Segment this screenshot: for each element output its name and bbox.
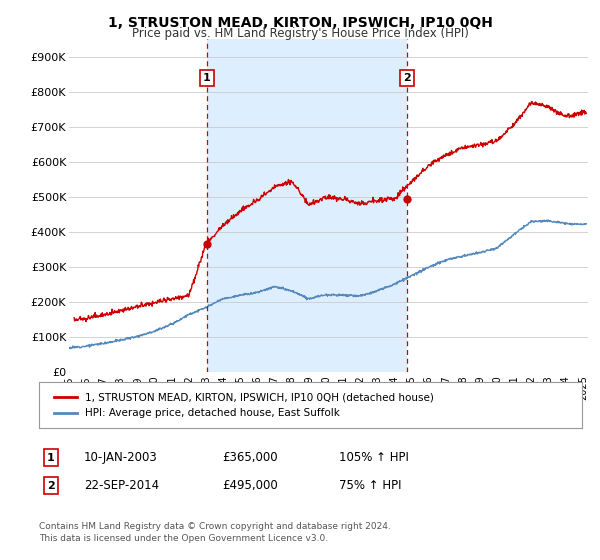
Bar [207,39,407,372]
Text: 1: 1 [203,73,211,83]
Text: 75% ↑ HPI: 75% ↑ HPI [339,479,401,492]
Text: 2: 2 [403,73,410,83]
Text: £365,000: £365,000 [222,451,278,464]
Text: £495,000: £495,000 [222,479,278,492]
Text: Price paid vs. HM Land Registry's House Price Index (HPI): Price paid vs. HM Land Registry's House … [131,27,469,40]
Text: 10-JAN-2003: 10-JAN-2003 [84,451,158,464]
Legend: 1, STRUSTON MEAD, KIRTON, IPSWICH, IP10 0QH (detached house), HPI: Average price: 1, STRUSTON MEAD, KIRTON, IPSWICH, IP10 … [50,389,438,422]
Text: Contains HM Land Registry data © Crown copyright and database right 2024.: Contains HM Land Registry data © Crown c… [39,522,391,531]
Text: 105% ↑ HPI: 105% ↑ HPI [339,451,409,464]
Text: 2: 2 [47,480,55,491]
Text: 1, STRUSTON MEAD, KIRTON, IPSWICH, IP10 0QH: 1, STRUSTON MEAD, KIRTON, IPSWICH, IP10 … [107,16,493,30]
Text: This data is licensed under the Open Government Licence v3.0.: This data is licensed under the Open Gov… [39,534,328,543]
Text: 1: 1 [47,452,55,463]
Text: 22-SEP-2014: 22-SEP-2014 [84,479,159,492]
